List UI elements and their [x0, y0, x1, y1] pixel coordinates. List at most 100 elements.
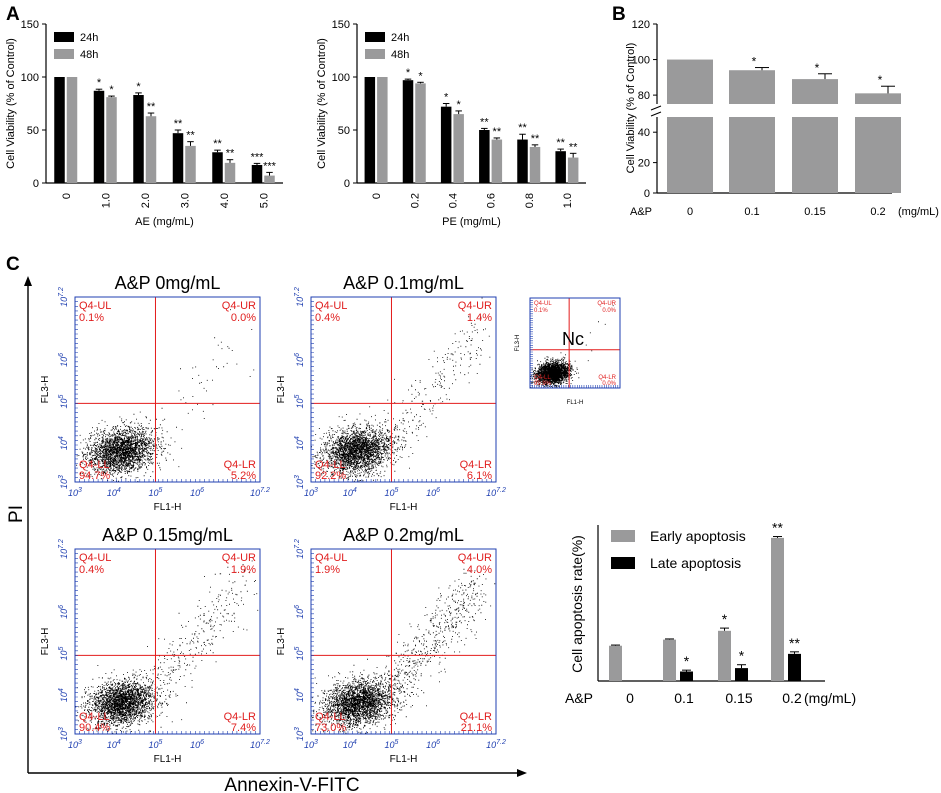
axis-tick-label: 106 — [190, 739, 204, 750]
significance-mark: * — [722, 611, 728, 627]
x-tick-label: 0.1 — [674, 690, 694, 706]
bar-24h — [364, 77, 376, 183]
x-tick-label: 0 — [687, 206, 693, 218]
legend-label-late-apoptosis: Late apoptosis — [650, 555, 741, 571]
flow-plot-title: A&P 0.2mg/mL — [343, 525, 464, 545]
y-tick-label: 120 — [632, 19, 650, 31]
plot-frame — [74, 296, 261, 483]
y-tick-label: 50 — [338, 125, 350, 137]
bar-48h — [453, 114, 464, 183]
axis-tick-label: 105 — [58, 394, 69, 408]
axis-tick-label: 105 — [149, 487, 163, 498]
quadrant-ur-value: 0.0% — [602, 308, 616, 314]
bar-24h — [172, 133, 184, 183]
y-axis-label: Cell Viability (% of Control) — [625, 43, 637, 174]
quadrant-ll-value: 94.7% — [79, 470, 110, 482]
quadrant-lr-name: Q4-LR — [460, 459, 492, 471]
x-tick-label: 0 — [61, 193, 73, 199]
quadrant-ul-name: Q4-UL — [79, 552, 111, 564]
axis-tick-label: 106 — [294, 605, 305, 619]
axis-tick-label: 105 — [58, 646, 69, 660]
axis-tick-label: 104 — [294, 688, 305, 702]
flow-x-axis-name: FL1-H — [390, 502, 418, 513]
bar-24h — [555, 151, 566, 183]
minor-ticks — [310, 548, 497, 735]
axis-tick-label: 106 — [58, 605, 69, 619]
minor-ticks — [74, 296, 261, 483]
flow-big-x-arrow — [517, 769, 527, 777]
axis-tick-label: 104 — [294, 436, 305, 450]
axis-tick-label: 105 — [385, 739, 399, 750]
x-tick-label: 0 — [626, 690, 634, 706]
legend-swatch-early-apoptosis — [611, 530, 635, 542]
y-axis-label: Cell apoptosis rate(%) — [569, 535, 585, 673]
y-tick-label: 40 — [638, 127, 650, 139]
flow-y-axis-name: FL3-H — [276, 376, 287, 404]
axis-tick-label: 104 — [58, 688, 69, 702]
quadrant-lr-name: Q4-LR — [460, 711, 492, 723]
flow-x-axis-name: FL1-H — [390, 754, 418, 765]
quadrant-ll-value: 92.2% — [315, 470, 346, 482]
axis-tick-label: 107.2 — [486, 739, 506, 750]
flow-y-axis-name: FL3-H — [515, 335, 521, 352]
bar-24h — [251, 164, 263, 183]
axis-tick-label: 103 — [58, 475, 69, 489]
axis-tick-label: 107.2 — [294, 539, 305, 559]
x-tick-label: 0.2 — [782, 690, 802, 706]
y-tick-label: 150 — [332, 19, 350, 31]
bar-48h — [415, 83, 426, 183]
x-tick-label: 0.8 — [524, 193, 536, 208]
quadrant-lr-value: 5.2% — [231, 470, 256, 482]
bar-48h — [224, 162, 236, 183]
y-tick-label: 100 — [332, 72, 350, 84]
axis-tick-label: 106 — [58, 353, 69, 367]
x-unit-label: (mg/mL) — [804, 690, 856, 706]
quadrant-ur-name: Q4-UR — [458, 552, 492, 564]
axis-tick-label: 105 — [294, 646, 305, 660]
legend-label-early-apoptosis: Early apoptosis — [650, 528, 746, 544]
quadrant-ur-name: Q4-UR — [458, 300, 492, 312]
x-tick-label: 0.4 — [447, 193, 459, 208]
axis-tick-label: 105 — [385, 487, 399, 498]
scatter-dots — [76, 309, 255, 482]
bar-late-apoptosis — [788, 653, 801, 681]
axis-tick-label: 107.2 — [250, 739, 270, 750]
axis-tick-label: 104 — [58, 436, 69, 450]
quadrant-lr-value: 6.1% — [467, 470, 492, 482]
bar-lower-segment — [667, 117, 713, 193]
y-tick-label: 0 — [344, 178, 350, 190]
quadrant-ul-value: 0.1% — [79, 312, 104, 324]
quadrant-ul-name: Q4-UL — [534, 301, 552, 307]
chart-ae-viability: 0501001500**1.0***2.0****3.0****4.0*****… — [5, 19, 283, 228]
flow-cytometry-section: PI Annexin-V-FITC A&P 0mg/mLQ4-UL0.1%Q4-… — [6, 273, 621, 793]
x-tick-label: 5.0 — [258, 193, 270, 208]
significance-mark: * — [444, 92, 449, 104]
x-tick-label: 0.2 — [870, 206, 885, 218]
significance-mark: * — [739, 648, 745, 664]
quadrant-lr-name: Q4-LR — [224, 459, 256, 471]
bar-24h — [402, 80, 414, 183]
y-tick-label: 100 — [21, 72, 39, 84]
axis-tick-label: 103 — [68, 739, 82, 750]
legend-swatch-24h — [54, 32, 74, 42]
axis-tick-label: 105 — [294, 394, 305, 408]
scatter-dots — [75, 560, 260, 734]
x-prefix-label: A&P — [630, 206, 652, 218]
significance-mark: * — [418, 70, 423, 82]
bar-upper-segment — [792, 79, 838, 104]
bar-upper-segment — [667, 59, 713, 104]
significance-mark: ** — [186, 130, 195, 142]
bar-early-apoptosis — [663, 639, 676, 681]
quadrant-ll-value: 73.0% — [315, 722, 346, 734]
significance-mark: ** — [789, 635, 800, 651]
flow-plot-title: A&P 0.15mg/mL — [102, 525, 233, 545]
minor-ticks — [529, 297, 621, 389]
x-tick-label: 4.0 — [219, 193, 231, 208]
bar-late-apoptosis — [735, 668, 748, 681]
y-axis-label: Cell Viability (% of Control) — [5, 38, 17, 169]
x-tick-label: 3.0 — [179, 193, 191, 208]
bar-upper-segment — [855, 93, 901, 104]
quadrant-ur-name: Q4-UR — [222, 300, 256, 312]
legend-swatch-24h — [365, 32, 385, 42]
